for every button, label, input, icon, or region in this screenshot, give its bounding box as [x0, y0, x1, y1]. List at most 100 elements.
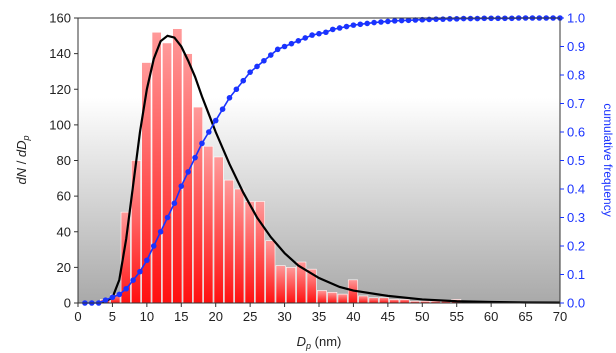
cumulative-point [240, 77, 247, 84]
histogram-bar [316, 290, 327, 304]
x-tick-label: 55 [449, 309, 463, 324]
cumulative-point [460, 15, 467, 22]
right-axis-title: cumulative frequency [601, 103, 615, 216]
cumulative-point [385, 18, 391, 25]
cumulative-point [219, 106, 226, 112]
cumulative-point [336, 25, 343, 31]
cumulative-point [137, 268, 143, 275]
x-axis-unit: (nm) [315, 334, 342, 349]
histogram-bar [224, 179, 234, 304]
right-tick-label: 0.9 [567, 39, 585, 54]
cumulative-point [102, 297, 109, 303]
left-axis-subscript: p [21, 135, 31, 141]
cumulative-point [185, 169, 191, 175]
cumulative-point [474, 15, 481, 22]
x-tick-label: 20 [208, 309, 222, 324]
cumulative-point [150, 243, 157, 249]
histogram-bar [162, 42, 172, 304]
left-axis-title: dN / dDp [14, 135, 31, 184]
cumulative-point [226, 95, 233, 101]
right-tick-label: 0.6 [567, 125, 585, 140]
right-tick-label: 1.0 [567, 11, 585, 26]
cumulative-point [164, 214, 171, 221]
x-axis-title: Dp (nm) [297, 334, 342, 351]
cumulative-point [171, 200, 178, 207]
right-tick-label: 0.2 [567, 239, 585, 254]
histogram-bar [265, 240, 276, 304]
x-tick-label: 60 [484, 309, 498, 324]
histogram-bar [151, 31, 162, 304]
histogram-bar [378, 297, 389, 304]
x-tick-label: 5 [109, 309, 116, 324]
x-tick-label: 10 [140, 309, 154, 324]
left-tick-label: 40 [57, 224, 71, 239]
right-tick-label: 0.0 [567, 296, 585, 311]
axes-layer: 0 5 10 15 20 25 30 35 40 45 50 55 60 65 70 0 20 40 60 80 100… [49, 11, 585, 325]
histogram-bar [244, 201, 255, 304]
cumulative-point [109, 294, 116, 301]
cumulative-point [467, 15, 474, 22]
histogram-bar [234, 188, 245, 304]
left-tick-label: 20 [57, 260, 71, 275]
cumulative-point [371, 19, 377, 26]
x-tick-label: 30 [277, 309, 291, 324]
fit-curve-line [98, 34, 561, 305]
x-tick-label: 15 [174, 309, 188, 324]
right-tick-label: 0.8 [567, 68, 585, 83]
left-tick-label: 140 [49, 46, 71, 61]
cumulative-point [130, 277, 136, 284]
cumulative-point [274, 46, 281, 53]
left-tick-label: 160 [49, 11, 71, 26]
cumulative-point [157, 228, 164, 235]
histogram-bar [368, 297, 379, 304]
x-tick-label: 50 [415, 309, 429, 324]
histogram-bar [327, 292, 338, 304]
histogram-bar [358, 295, 369, 304]
cumulative-point [426, 16, 432, 23]
cumulative-point [254, 63, 260, 70]
cumulative-point [343, 23, 350, 30]
histogram-bar [285, 267, 296, 304]
cumulative-point [247, 69, 253, 75]
cumulative-point [398, 17, 405, 24]
cumulative-point [440, 16, 446, 22]
x-tick-label: 35 [312, 309, 326, 324]
right-tick-label: 0.7 [567, 96, 585, 111]
cumulative-point [206, 129, 212, 135]
cumulative-point [178, 183, 185, 189]
cumulative-point [295, 38, 302, 44]
left-tick-label: 60 [57, 189, 71, 204]
cumulative-point [192, 154, 198, 161]
x-tick-label: 70 [553, 309, 567, 324]
right-tick-label: 0.5 [567, 153, 585, 168]
cumulative-point [309, 32, 315, 38]
cumulative-point [447, 16, 453, 22]
cumulative-point [357, 21, 364, 28]
x-tick-label: 40 [346, 309, 360, 324]
histogram-bar [275, 265, 286, 304]
cumulative-point [288, 40, 295, 47]
cumulative-point [316, 30, 322, 37]
x-axis-subscript: p [305, 341, 311, 351]
cumulative-point [433, 16, 439, 22]
cumulative-point [378, 19, 384, 25]
left-tick-label: 80 [57, 153, 71, 168]
left-tick-label: 120 [49, 82, 71, 97]
x-tick-label: 65 [518, 309, 532, 324]
left-tick-label: 100 [49, 117, 71, 132]
x-tick-label: 0 [74, 309, 81, 324]
cumulative-point [268, 52, 274, 58]
cumulative-point [281, 43, 288, 50]
cumulative-point [323, 29, 329, 36]
cumulative-point [350, 22, 357, 28]
cumulative-point [364, 20, 371, 27]
right-tick-label: 0.3 [567, 210, 585, 225]
cumulative-point [123, 285, 129, 292]
histogram-bar [337, 293, 348, 304]
cumulative-point [116, 291, 123, 298]
cumulative-point [329, 26, 336, 33]
x-axis-symbol: D [297, 334, 306, 349]
cumulative-point [233, 86, 240, 93]
cumulative-point [405, 17, 412, 24]
